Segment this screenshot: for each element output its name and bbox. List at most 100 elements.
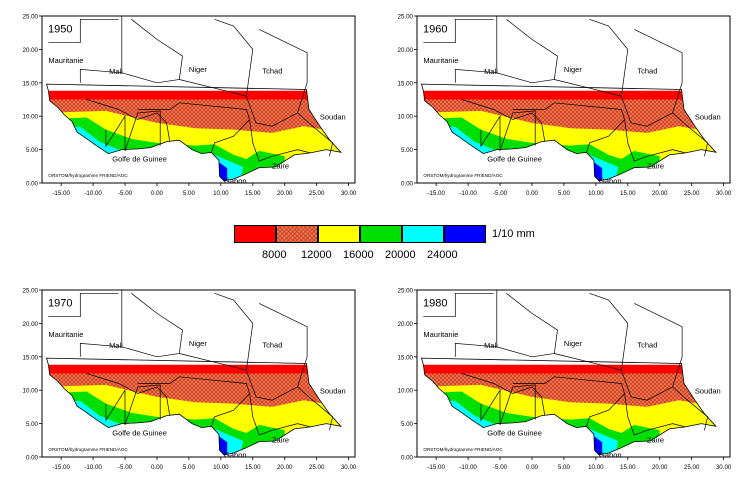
- country-border-0: [48, 292, 119, 318]
- y-tick-label-5: 25.00: [398, 14, 414, 21]
- x-tick-label-6: 15.00: [245, 190, 261, 197]
- y-tick-label-0: 0.00: [26, 181, 39, 188]
- country-border-4: [621, 303, 683, 401]
- country-border-3: [179, 292, 254, 371]
- x-tick-label-6: 15.00: [245, 464, 261, 471]
- label-tchad: Tchad: [637, 340, 657, 349]
- y-tick-label-2: 10.00: [398, 114, 414, 121]
- x-tick-label-9: 30.00: [716, 190, 732, 197]
- country-border-8: [105, 110, 161, 152]
- y-tick-label-0: 0.00: [401, 455, 414, 462]
- legend-value-4: 24000: [427, 249, 458, 261]
- legend-unit: 1/10 mm: [492, 228, 535, 240]
- map-1970: 0.00 5.00 10.00 15.00 20.00 25.00 -15.00 -10.00…: [23, 288, 357, 472]
- label-zaire: Zaire: [272, 161, 289, 170]
- y-tick-label-2: 10.00: [23, 388, 39, 395]
- label-zaire: Zaire: [647, 161, 664, 170]
- y-tick-label-0: 0.00: [401, 181, 414, 188]
- x-tick-label-9: 30.00: [341, 190, 357, 197]
- year-label: 1950: [48, 24, 72, 36]
- x-tick-label-0: -15.00: [427, 190, 445, 197]
- x-tick-label-9: 30.00: [716, 464, 732, 471]
- label-niger: Niger: [189, 339, 207, 348]
- country-border-5: [297, 112, 333, 157]
- x-tick-label-7: 20.00: [652, 464, 668, 471]
- map-panel-1980: 0.00 5.00 10.00 15.00 20.00 25.00 -15.00 -10.00…: [385, 282, 732, 472]
- x-tick-label-1: -10.00: [459, 464, 477, 471]
- y-tick-label-5: 25.00: [23, 14, 39, 21]
- y-tick-label-1: 5.00: [401, 147, 414, 154]
- legend-swatch-1: [276, 225, 318, 243]
- x-tick-label-6: 15.00: [620, 464, 636, 471]
- label-mali: Mali: [484, 341, 498, 350]
- country-border-7: [461, 99, 546, 142]
- x-tick-label-2: -5.00: [118, 190, 133, 197]
- x-tick-label-3: 0.00: [151, 464, 164, 471]
- y-tick-label-1: 5.00: [26, 147, 39, 154]
- country-border-6: [137, 376, 250, 428]
- label-zaire: Zaire: [272, 435, 289, 444]
- y-tick-label-3: 15.00: [23, 354, 39, 361]
- year-label: 1970: [48, 298, 72, 310]
- legend-value-2: 16000: [343, 249, 374, 261]
- country-border-2: [496, 19, 558, 84]
- x-tick-label-5: 10.00: [588, 464, 604, 471]
- label-zaire: Zaire: [647, 435, 664, 444]
- coastline: [45, 357, 342, 456]
- country-border-5: [672, 386, 708, 431]
- x-tick-label-8: 25.00: [684, 464, 700, 471]
- label-golfe: Golfe de Guinee: [487, 429, 542, 438]
- label-credit: ORSTOM/hydrogramme FRIEND/AOC: [423, 173, 503, 178]
- y-tick-label-3: 15.00: [398, 354, 414, 361]
- country-border-6: [512, 376, 625, 428]
- country-border-7: [461, 373, 546, 416]
- x-tick-label-0: -15.00: [52, 464, 70, 471]
- label-niger: Niger: [564, 65, 582, 74]
- country-border-8: [480, 384, 536, 426]
- x-tick-label-2: -5.00: [493, 190, 508, 197]
- country-border-2: [121, 19, 183, 84]
- country-border-1: [79, 290, 123, 357]
- coastline: [45, 83, 342, 182]
- country-border-9: [624, 119, 686, 162]
- map-1980: 0.00 5.00 10.00 15.00 20.00 25.00 -15.00 -10.00…: [398, 288, 732, 472]
- country-border-1: [454, 290, 498, 357]
- coastline: [420, 83, 717, 182]
- country-border-1: [454, 16, 498, 83]
- label-mali: Mali: [109, 67, 123, 76]
- legend-swatch-2: [318, 225, 360, 243]
- label-golfe: Golfe de Guinee: [112, 429, 167, 438]
- label-niger: Niger: [564, 339, 582, 348]
- country-border-9: [249, 393, 311, 436]
- country-border-3: [179, 18, 254, 97]
- country-border-8: [105, 384, 161, 426]
- y-tick-label-4: 20.00: [23, 321, 39, 328]
- label-credit: ORSTOM/hydrogramme FRIEND/AOC: [48, 173, 128, 178]
- y-tick-label-2: 10.00: [398, 388, 414, 395]
- y-tick-label-4: 20.00: [398, 47, 414, 54]
- label-soudan: Soudan: [695, 113, 721, 122]
- label-golfe: Golfe de Guinee: [112, 155, 167, 164]
- x-tick-label-5: 10.00: [213, 464, 229, 471]
- legend-swatch-5: [444, 225, 486, 243]
- label-mauritanie: Mauritanie: [48, 56, 83, 65]
- x-tick-label-6: 15.00: [620, 190, 636, 197]
- y-tick-label-5: 25.00: [23, 288, 39, 295]
- x-tick-label-7: 20.00: [277, 464, 293, 471]
- y-tick-label-3: 15.00: [23, 80, 39, 87]
- label-soudan: Soudan: [695, 387, 721, 396]
- x-tick-label-0: -15.00: [52, 190, 70, 197]
- x-tick-label-7: 20.00: [652, 190, 668, 197]
- coastline: [420, 357, 717, 456]
- x-tick-label-1: -10.00: [84, 464, 102, 471]
- x-tick-label-7: 20.00: [277, 190, 293, 197]
- map-panel-1950: 0.00 5.00 10.00 15.00 20.00 25.00 -15.00 -10.00…: [10, 8, 357, 198]
- country-border-7: [86, 373, 171, 416]
- label-mauritanie: Mauritanie: [423, 56, 458, 65]
- country-border-2: [121, 293, 183, 358]
- y-tick-label-3: 15.00: [398, 80, 414, 87]
- x-tick-label-1: -10.00: [84, 190, 102, 197]
- label-soudan: Soudan: [320, 387, 346, 396]
- x-tick-label-1: -10.00: [459, 190, 477, 197]
- country-border-3: [554, 18, 629, 97]
